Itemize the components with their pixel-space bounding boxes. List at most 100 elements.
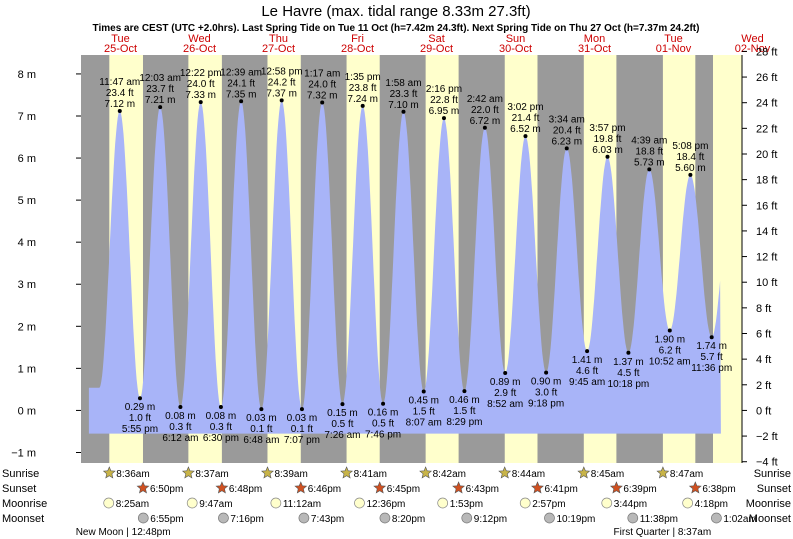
sunset-time: 6:45pm [387, 484, 420, 495]
tide-feet-label: 0.5 ft [372, 419, 394, 430]
sunrise-time: 8:36am [116, 469, 149, 480]
tide-feet-label: 1.0 ft [129, 413, 151, 424]
tide-metre-label: 0.46 m [449, 395, 480, 406]
day-date: 30-Oct [499, 43, 532, 55]
high-tide-point [523, 134, 528, 139]
low-tide-point [299, 407, 304, 412]
y-tick-label-ft: 28 ft [756, 46, 777, 58]
low-tide-point [544, 370, 549, 375]
tide-metre-label: 6.23 m [551, 136, 582, 147]
moonset-icon [544, 512, 555, 524]
tide-metre-label: 7.32 m [307, 91, 338, 102]
tide-feet-label: 0.1 ft [250, 424, 272, 435]
sunrise-time: 8:37am [195, 469, 228, 480]
low-tide-point [667, 328, 672, 333]
moonset-icon [711, 512, 722, 524]
moonrise-icon [437, 497, 449, 509]
moonset-time: 7:43pm [311, 514, 344, 525]
y-tick-label-ft: 4 ft [756, 354, 771, 366]
y-tick-label-m: 5 m [18, 195, 36, 207]
tide-metre-label: 0.03 m [287, 413, 318, 424]
low-tide-point [340, 402, 345, 407]
tide-time-label: 3:34 am [549, 114, 585, 125]
low-tide-point [137, 396, 142, 401]
row-label-left: Sunset [2, 483, 36, 495]
sunrise-time: 8:47am [670, 469, 703, 480]
tide-feet-label: 3.0 ft [535, 388, 557, 399]
tide-area [88, 100, 721, 434]
day-name: Tue [111, 33, 130, 45]
sun-moon-rows: Sunrise Sunrise Sunset Sunset Moonrise Moonri… [2, 466, 791, 538]
row-label-right: Moonset [749, 513, 791, 525]
tide-metre-label: 1.74 m [696, 341, 727, 352]
sunset-time: 6:38pm [702, 484, 735, 495]
tide-time-label: 12:39 am [220, 67, 262, 78]
moonrise-time: 4:18pm [695, 499, 728, 510]
high-tide-point [441, 116, 446, 121]
high-tide-point [401, 109, 406, 114]
tide-feet-label: 23.8 ft [349, 83, 377, 94]
tide-metre-label: 0.16 m [368, 408, 399, 419]
sunrise-time: 8:39am [274, 469, 307, 480]
day-name: Mon [584, 33, 605, 45]
tide-metre-label: 0.29 m [125, 402, 156, 413]
sunset-icon [373, 481, 387, 494]
moonset-time: 11:38pm [640, 514, 678, 525]
row-label-right: Sunrise [754, 468, 791, 480]
tide-time-label: 6:30 pm [203, 433, 239, 444]
tide-metre-label: 7.21 m [145, 95, 176, 106]
y-tick-label-ft: 6 ft [756, 328, 771, 340]
y-tick-label-m: −1 m [11, 447, 36, 459]
moonrise-icon [186, 497, 198, 509]
moonrise-icon [682, 497, 694, 509]
sunset-time: 6:39pm [623, 484, 656, 495]
y-tick-label-m: 0 m [18, 405, 36, 417]
sunrise-icon [102, 466, 116, 479]
tide-feet-label: 18.8 ft [635, 146, 663, 157]
day-name: Thu [269, 33, 288, 45]
moonrise-time: 11:12am [283, 499, 321, 510]
sunrise-time: 8:42am [433, 469, 466, 480]
high-tide-point [117, 108, 122, 113]
tide-metre-label: 0.90 m [531, 377, 562, 388]
low-tide-point [218, 405, 223, 410]
tide-time-label: 6:48 am [243, 435, 279, 446]
tide-time-label: 5:08 pm [672, 141, 708, 152]
y-tick-label-ft: 2 ft [756, 380, 771, 392]
tide-metre-label: 5.73 m [634, 157, 665, 168]
y-tick-label-ft: 0 ft [756, 405, 771, 417]
tide-feet-label: 5.7 ft [701, 352, 723, 363]
tide-time-label: 11:47 am [99, 77, 140, 88]
chart-title: Le Havre (max. tidal range 8.33m 27.3ft) [261, 3, 530, 20]
tide-feet-label: 22.8 ft [430, 95, 458, 106]
tide-feet-label: 21.4 ft [512, 113, 540, 124]
tide-metre-label: 1.37 m [613, 357, 644, 368]
tide-time-label: 12:03 am [139, 73, 181, 84]
tide-time-label: 9:45 am [569, 377, 605, 388]
low-tide-point [381, 401, 386, 406]
day-headers: Tue25-OctWed26-OctThu27-OctFri28-OctSat2… [104, 33, 771, 55]
sunset-time: 6:46pm [308, 484, 341, 495]
moonrise-icon [601, 497, 613, 509]
sunrise-icon [181, 466, 195, 479]
day-date: 28-Oct [341, 43, 374, 55]
day-date: 02-Nov [735, 43, 771, 55]
moonset-icon [379, 512, 391, 524]
tide-feet-label: 19.8 ft [594, 134, 622, 145]
sunrise-icon [261, 466, 274, 479]
sunrise-time: 8:41am [354, 469, 387, 480]
row-label-left: Moonrise [2, 498, 47, 510]
tide-metre-label: 6.95 m [429, 106, 460, 117]
day-date: 01-Nov [656, 43, 692, 55]
tide-time-label: 7:26 am [324, 430, 360, 441]
day-date: 25-Oct [104, 43, 137, 55]
tide-metre-label: 7.37 m [266, 88, 297, 99]
tide-feet-label: 6.2 ft [659, 346, 681, 357]
tide-curve [88, 100, 721, 434]
moonset-time: 7:16pm [230, 514, 263, 525]
high-tide-point [688, 172, 693, 177]
tide-feet-label: 24.0 ft [187, 79, 215, 90]
sunrise-icon [577, 466, 591, 479]
tide-metre-label: 7.35 m [226, 89, 257, 100]
moonrise-icon [270, 497, 282, 509]
